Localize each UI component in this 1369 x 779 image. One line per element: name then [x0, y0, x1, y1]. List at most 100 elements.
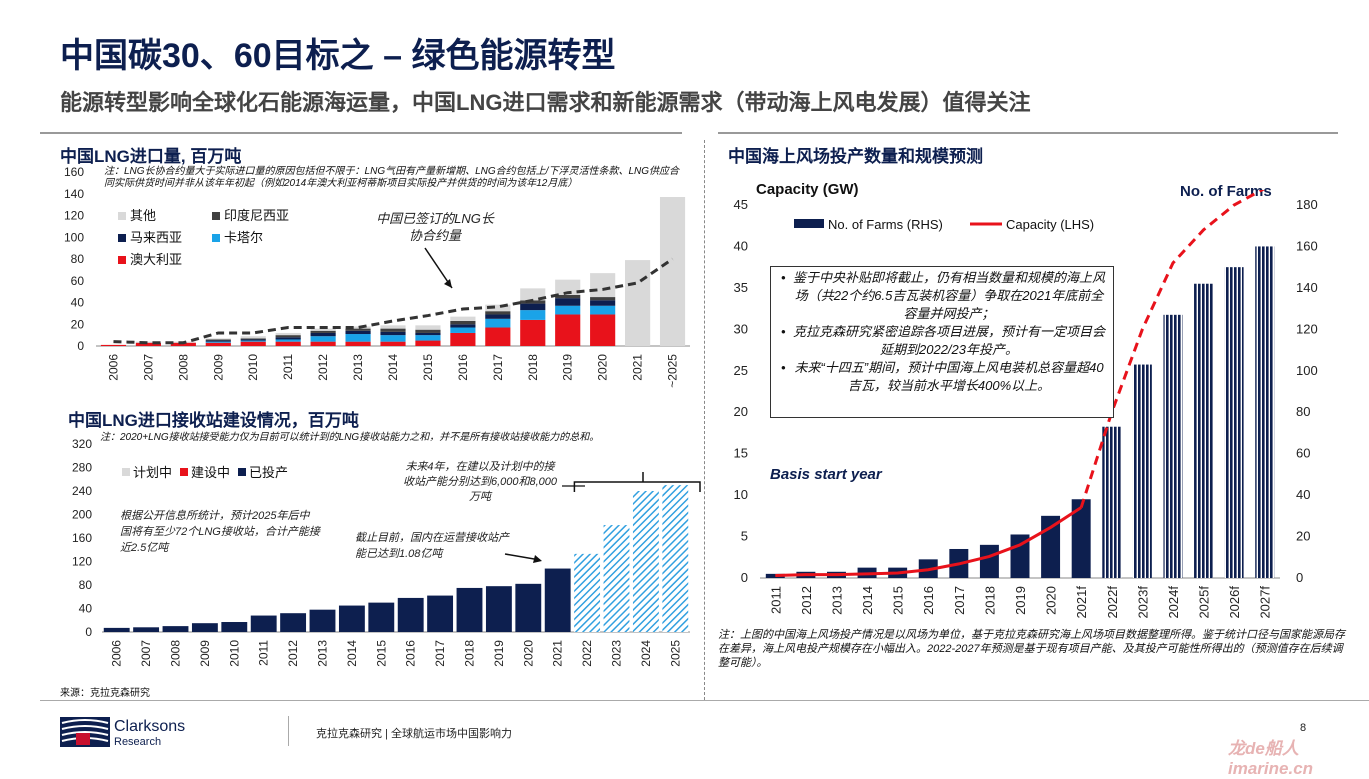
- x-tick-label: 2025: [668, 640, 682, 667]
- bar-built: [456, 587, 483, 632]
- bar-forecast: [1194, 283, 1214, 578]
- y-left-tick-label: 45: [734, 197, 748, 212]
- chart3-bullet-box: • 鉴于中央补贴即将截止，仍有相当数量和规模的海上风场（共22个约6.5吉瓦装机…: [770, 266, 1114, 418]
- bar-forecast: [1163, 314, 1183, 578]
- x-tick-label: 2024f: [1166, 586, 1181, 619]
- bar-built: [544, 568, 571, 632]
- bar-segment: [135, 342, 161, 346]
- bar-segment: [310, 341, 336, 346]
- y-left-tick-label: 30: [734, 321, 748, 336]
- bar-segment: [520, 303, 546, 311]
- y-left-tick-label: 10: [734, 487, 748, 502]
- x-tick-label: 2006: [110, 640, 124, 667]
- chart1-title: 中国LNG进口量, 百万吨: [60, 147, 242, 166]
- x-tick-label: 2010: [246, 354, 260, 381]
- x-tick-label: 2014: [345, 640, 359, 667]
- bar-segment: [450, 324, 476, 328]
- bar-segment: [485, 327, 511, 346]
- y-left-tick-label: 20: [734, 404, 748, 419]
- legend-swatch: [180, 468, 188, 476]
- x-tick-label: 2018: [982, 586, 997, 615]
- capacity-line-actual: [775, 506, 1082, 578]
- legend-swatch: [118, 234, 126, 242]
- y-right-tick-label: 40: [1296, 487, 1310, 502]
- chart3-bullet-1: 鉴于中央补贴即将截止，仍有相当数量和规模的海上风场（共22个约6.5吉瓦装机容量…: [793, 270, 1106, 321]
- bar-built: [485, 586, 512, 632]
- bar-segment: [415, 332, 441, 336]
- y-left-tick-label: 25: [734, 363, 748, 378]
- bar-segment: [345, 330, 371, 335]
- x-tick-label: 2016: [404, 640, 418, 667]
- bar-segment: [555, 294, 581, 299]
- bar-segment: [310, 330, 336, 333]
- x-tick-label: 2016: [921, 586, 936, 615]
- x-tick-label: 2020: [596, 354, 610, 381]
- bar-segment: [450, 327, 476, 333]
- legend-swatch: [212, 212, 220, 220]
- legend-swatch: [118, 256, 126, 264]
- bar-segment: [450, 320, 476, 325]
- bar-built: [309, 609, 336, 632]
- x-tick-label: 2017: [952, 586, 967, 615]
- bar-segment: [380, 325, 406, 329]
- bar-built: [515, 583, 542, 632]
- y-right-tick-label: 180: [1296, 197, 1318, 212]
- bar-forecast: [1255, 246, 1275, 578]
- bar-segment: [415, 325, 441, 330]
- section-divider-right: [718, 132, 1338, 134]
- bar-segment: [555, 279, 581, 295]
- y-tick-label: 0: [77, 339, 84, 353]
- y-tick-label: 200: [72, 508, 92, 522]
- x-tick-label: 2024: [639, 640, 653, 667]
- bar-segment: [345, 334, 371, 342]
- bar-segment: [205, 340, 231, 342]
- bar-segment: [590, 300, 616, 306]
- x-tick-label: 2012: [799, 586, 814, 615]
- bar-planned: [574, 553, 601, 632]
- x-tick-label: 2020: [1044, 586, 1059, 615]
- legend-label: Capacity (LHS): [1006, 217, 1094, 232]
- legend-label: 计划中: [133, 465, 172, 480]
- section-divider: [40, 132, 682, 134]
- annotation-arrowhead: [444, 279, 452, 288]
- x-tick-label: 2025f: [1197, 586, 1212, 619]
- footer-divider: [40, 700, 1369, 701]
- bar-segment: [310, 336, 336, 342]
- x-tick-label: 2020: [521, 640, 535, 667]
- bar-segment: [415, 335, 441, 341]
- bar-built: [368, 602, 395, 632]
- page-title: 中国碳30、60目标之 – 绿色能源转型: [60, 37, 616, 75]
- y-left-tick-label: 15: [734, 446, 748, 461]
- x-tick-label: 2013: [316, 640, 330, 667]
- chart3-bullet-3: 未来“十四五”期间，预计中国海上风电装机总容量超40吉瓦，较当前水平增长400%…: [794, 360, 1104, 393]
- y-left-tick-label: 5: [741, 529, 748, 544]
- x-tick-label: 2009: [211, 354, 225, 381]
- footer-separator: [288, 716, 289, 746]
- x-tick-label: 2008: [176, 354, 190, 381]
- chart2-annotation-mid: 截止目前，国内在运营接收站产能已达到1.08亿吨: [355, 532, 509, 560]
- chart1-note: 注：LNG长协合约量大于实际进口量的原因包括但不限于：LNG气田有产量新增期、L…: [104, 166, 680, 189]
- bar-segment: [240, 340, 266, 342]
- x-tick-label: 2009: [198, 640, 212, 667]
- y-tick-label: 160: [64, 165, 84, 179]
- x-tick-label: 2021: [551, 640, 565, 667]
- x-tick-label: 2019: [1013, 586, 1028, 615]
- x-tick-label: 2019: [561, 354, 575, 381]
- y-tick-label: 140: [64, 187, 84, 201]
- x-tick-label: 2007: [139, 640, 153, 667]
- bar-segment: [240, 341, 266, 346]
- x-tick-label: 2006: [106, 354, 120, 381]
- footer-text: 克拉克森研究 | 全球航运市场中国影响力: [316, 728, 512, 740]
- x-tick-label: 2013: [829, 586, 844, 615]
- y-tick-label: 80: [79, 578, 93, 592]
- bar-segment: [485, 311, 511, 315]
- bar-actual: [979, 544, 999, 578]
- bar-segment: [590, 273, 616, 298]
- bar-segment: [380, 335, 406, 342]
- bar-segment: [485, 318, 511, 328]
- x-tick-label: 2015: [891, 586, 906, 615]
- x-tick-label: 2027f: [1258, 586, 1273, 619]
- x-tick-label: 2023: [610, 640, 624, 667]
- chart3-offshore-wind: 0 5 10 15 20 25 30 35 40 45 0 20 40 60 80 100 120 140 160 1…: [734, 190, 1318, 619]
- bar-segment: [135, 341, 161, 343]
